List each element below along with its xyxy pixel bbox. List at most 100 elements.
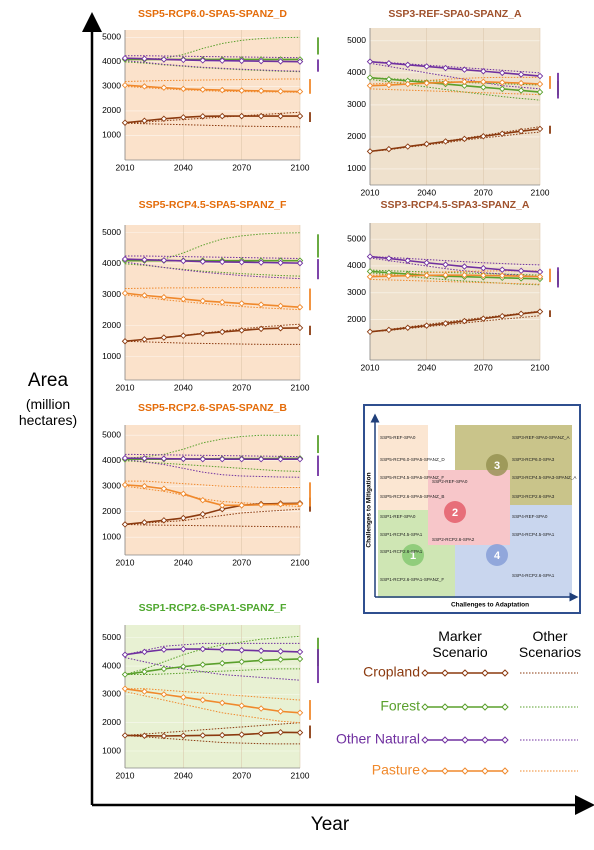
other-scenario-line (124, 261, 301, 280)
y-axis-unit: (million hectares) (18, 396, 78, 428)
y-tick-label: 5000 (102, 227, 121, 237)
data-point (366, 148, 374, 155)
data-point (423, 322, 430, 329)
data-point (277, 656, 284, 663)
other-scenario-line (369, 76, 540, 85)
marker-scenario-line (369, 270, 541, 280)
data-point (404, 80, 412, 88)
data-point (160, 115, 168, 123)
data-point (442, 320, 449, 327)
data-point (141, 519, 148, 526)
y-tick-label: 5000 (102, 32, 121, 42)
data-point (121, 732, 129, 739)
data-point (121, 255, 129, 263)
legend-marker (421, 736, 429, 744)
y-tick-label: 2000 (102, 320, 121, 330)
data-point (180, 85, 187, 93)
data-point (385, 326, 393, 334)
data-point (180, 332, 187, 339)
data-point (238, 702, 245, 709)
chart-title: SSP5-RCP2.6-SPA5-SPANZ_B (138, 402, 287, 414)
data-point (141, 292, 148, 299)
other-scenario-line (124, 508, 301, 525)
data-point (238, 646, 245, 654)
marker-scenario-line (124, 115, 300, 124)
data-point (404, 324, 412, 332)
y-axis-title: Area (27, 370, 69, 391)
data-point (218, 258, 226, 266)
data-point (257, 647, 265, 655)
data-point (423, 272, 430, 279)
x-tick-label: 2070 (474, 362, 493, 372)
data-point (277, 58, 284, 65)
marker-scenario-line (124, 292, 301, 308)
inset-circle (486, 544, 508, 566)
data-point (121, 685, 129, 692)
y-tick-label: 1000 (102, 130, 121, 140)
data-point (461, 271, 468, 279)
chart-title: SSP3-REF-SPA0-SPANZ_A (388, 8, 522, 20)
data-point (277, 648, 284, 655)
data-point (517, 272, 525, 280)
data-point (385, 81, 393, 89)
data-point (480, 315, 487, 322)
inset-label: SSP4-RCP4.5-SPA1 (512, 532, 555, 537)
data-point (180, 490, 187, 498)
plot-background (125, 425, 300, 555)
data-point (480, 78, 487, 86)
inset-label: SSP2-RCP2.6-SPA2 (432, 537, 475, 542)
x-tick-label: 2040 (174, 162, 193, 172)
legend-label: Forest (380, 698, 420, 714)
data-point (199, 86, 207, 93)
data-point (257, 57, 265, 65)
data-point (121, 481, 129, 489)
data-point (277, 112, 284, 120)
chart-title: SSP1-RCP2.6-SPA1-SPANZ_F (139, 602, 287, 614)
other-scenario-line (125, 232, 301, 262)
data-point (498, 85, 506, 93)
x-tick-label: 2100 (531, 187, 550, 197)
other-scenario-line (369, 278, 541, 285)
data-point (199, 510, 207, 518)
other-scenario-line (124, 434, 300, 459)
data-point (296, 303, 304, 311)
x-tick-label: 2040 (417, 362, 436, 372)
inset-y-axis-label: Challenges to Mitigation (366, 472, 373, 547)
data-point (199, 297, 207, 305)
x-tick-label: 2070 (232, 162, 251, 172)
data-point (517, 310, 525, 318)
legend-marker (421, 767, 429, 775)
data-point (257, 730, 265, 737)
inset-circle-label: 4 (494, 550, 501, 562)
data-point (180, 295, 187, 303)
legend-label: Cropland (363, 664, 420, 680)
chart-title: SSP5-RCP4.5-SPA5-SPANZ_F (139, 199, 287, 211)
data-point (257, 112, 265, 120)
inset-circle (444, 501, 466, 523)
x-tick-label: 2040 (417, 187, 436, 197)
data-point (296, 648, 304, 656)
data-point (238, 327, 245, 334)
legend-marker (461, 767, 469, 775)
data-point (180, 56, 187, 64)
data-point (238, 731, 245, 738)
data-point (385, 60, 393, 67)
data-point (277, 324, 284, 332)
data-point (366, 74, 374, 81)
inset-circle-label: 1 (410, 550, 416, 562)
chart-title: SSP3-RCP4.5-SPA3-SPANZ_A (381, 199, 530, 211)
other-scenario-line (369, 269, 541, 276)
other-scenario-line (124, 657, 301, 681)
data-point (498, 130, 506, 137)
data-point (442, 79, 449, 86)
data-point (141, 648, 148, 656)
data-point (442, 261, 449, 268)
legend-marker (441, 736, 449, 744)
data-point (121, 651, 129, 658)
data-point (498, 272, 506, 279)
other-scenario-line (125, 668, 300, 676)
data-point (498, 69, 506, 77)
inset-label: SSP4-REF-SPA0 (512, 514, 548, 519)
data-point (199, 645, 207, 653)
